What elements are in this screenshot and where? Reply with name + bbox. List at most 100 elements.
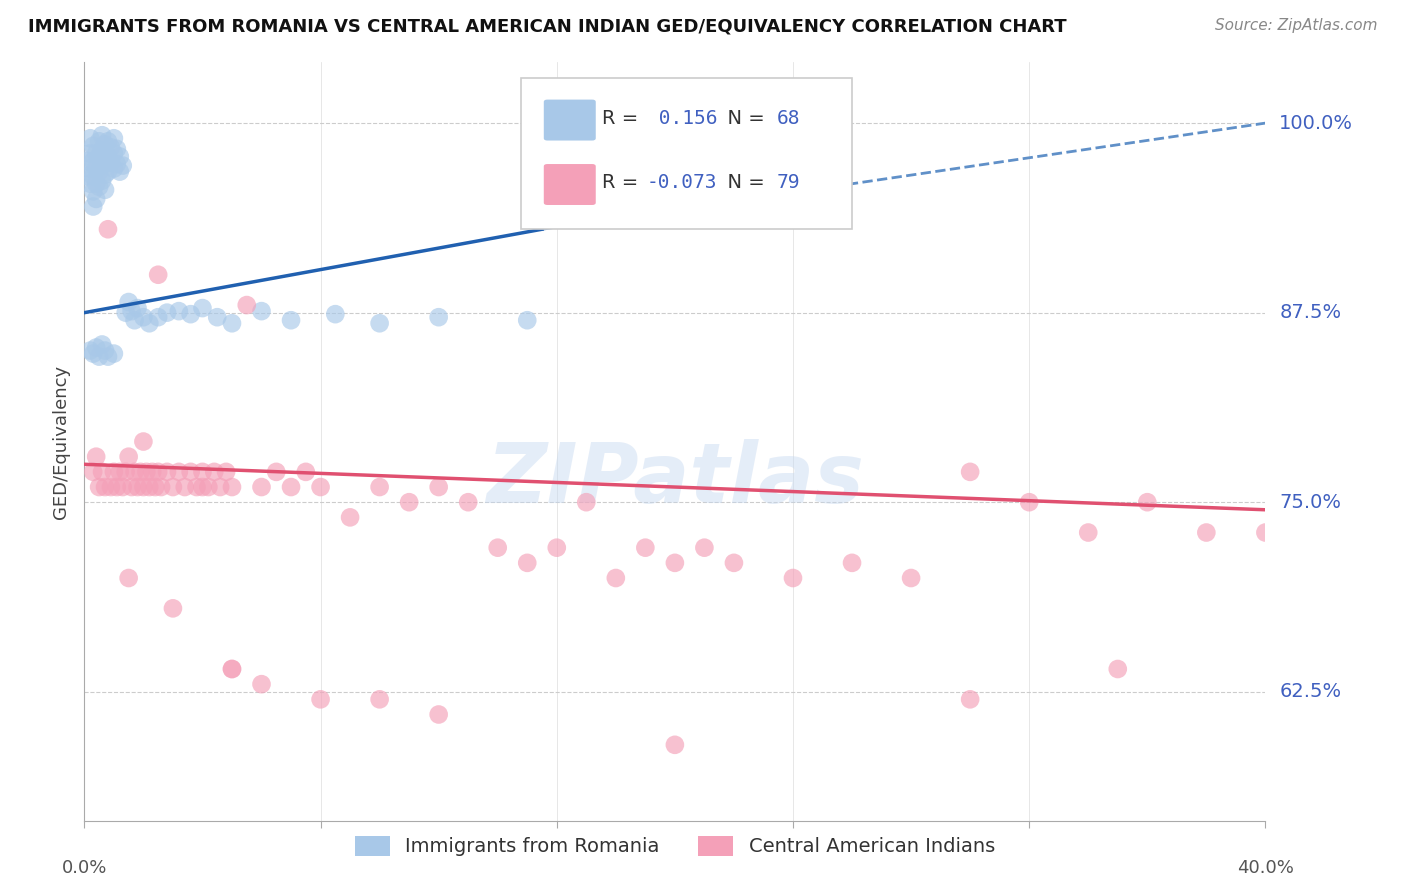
- Point: [79, 343, 101, 358]
- Point: [516, 313, 538, 327]
- Point: [87, 149, 111, 163]
- Point: [100, 155, 122, 169]
- Point: [84, 192, 107, 206]
- Point: [132, 434, 155, 449]
- Point: [129, 465, 152, 479]
- Point: [82, 185, 104, 199]
- Point: [427, 310, 450, 325]
- Point: [111, 480, 134, 494]
- Text: 68: 68: [776, 109, 800, 128]
- Point: [91, 128, 114, 143]
- Point: [84, 177, 107, 191]
- Point: [97, 149, 120, 163]
- Point: [250, 480, 273, 494]
- Point: [221, 662, 243, 676]
- Text: R =: R =: [602, 173, 644, 193]
- Point: [167, 465, 190, 479]
- Point: [221, 316, 243, 330]
- Point: [87, 179, 111, 194]
- Point: [173, 480, 195, 494]
- Point: [127, 480, 149, 494]
- Point: [1107, 662, 1129, 676]
- Point: [114, 465, 136, 479]
- Point: [575, 495, 598, 509]
- Point: [103, 146, 125, 161]
- Point: [180, 307, 202, 321]
- Point: [236, 298, 259, 312]
- Point: [132, 310, 155, 325]
- Point: [167, 304, 190, 318]
- Point: [87, 350, 111, 364]
- Point: [148, 465, 170, 479]
- Point: [250, 677, 273, 691]
- Text: N =: N =: [716, 173, 770, 193]
- Point: [162, 601, 184, 615]
- Point: [94, 153, 117, 167]
- Point: [457, 495, 479, 509]
- Point: [156, 305, 179, 319]
- Point: [91, 159, 114, 173]
- Point: [605, 571, 627, 585]
- Text: N =: N =: [716, 109, 770, 128]
- Point: [79, 161, 101, 176]
- Point: [108, 465, 131, 479]
- Point: [124, 465, 146, 479]
- Point: [309, 480, 332, 494]
- Point: [105, 480, 128, 494]
- Point: [121, 480, 143, 494]
- Point: [1195, 525, 1218, 540]
- Point: [105, 157, 128, 171]
- Point: [250, 304, 273, 318]
- Point: [156, 465, 179, 479]
- Point: [97, 164, 120, 178]
- Text: -0.073: -0.073: [647, 173, 717, 193]
- Point: [143, 480, 166, 494]
- Point: [138, 316, 160, 330]
- Text: 0.0%: 0.0%: [62, 859, 107, 877]
- Text: 100.0%: 100.0%: [1279, 113, 1354, 133]
- Point: [76, 154, 98, 169]
- Point: [135, 465, 157, 479]
- Point: [82, 200, 104, 214]
- Point: [325, 307, 347, 321]
- Point: [105, 142, 128, 156]
- Point: [118, 450, 141, 464]
- Text: R =: R =: [602, 109, 644, 128]
- Point: [84, 450, 107, 464]
- Point: [693, 541, 716, 555]
- Point: [427, 707, 450, 722]
- Point: [87, 134, 111, 148]
- Point: [82, 465, 104, 479]
- Point: [959, 692, 981, 706]
- Point: [148, 268, 170, 282]
- Text: 0.156: 0.156: [647, 109, 717, 128]
- Point: [546, 541, 568, 555]
- FancyBboxPatch shape: [544, 100, 596, 141]
- Point: [516, 556, 538, 570]
- Point: [91, 337, 114, 351]
- Point: [87, 164, 111, 178]
- Point: [150, 480, 173, 494]
- Text: 40.0%: 40.0%: [1237, 859, 1294, 877]
- Point: [87, 480, 111, 494]
- Point: [900, 571, 922, 585]
- Text: 87.5%: 87.5%: [1279, 303, 1341, 322]
- Point: [266, 465, 288, 479]
- Point: [97, 134, 120, 148]
- Point: [91, 144, 114, 158]
- Point: [132, 480, 155, 494]
- Point: [103, 161, 125, 176]
- Point: [486, 541, 509, 555]
- Point: [111, 159, 134, 173]
- Point: [91, 174, 114, 188]
- Point: [94, 168, 117, 182]
- Point: [79, 177, 101, 191]
- Point: [76, 169, 98, 184]
- Point: [103, 346, 125, 360]
- Point: [82, 154, 104, 169]
- Text: 62.5%: 62.5%: [1279, 682, 1341, 701]
- Point: [191, 465, 214, 479]
- Text: Source: ZipAtlas.com: Source: ZipAtlas.com: [1215, 18, 1378, 33]
- Point: [782, 571, 804, 585]
- Point: [94, 480, 117, 494]
